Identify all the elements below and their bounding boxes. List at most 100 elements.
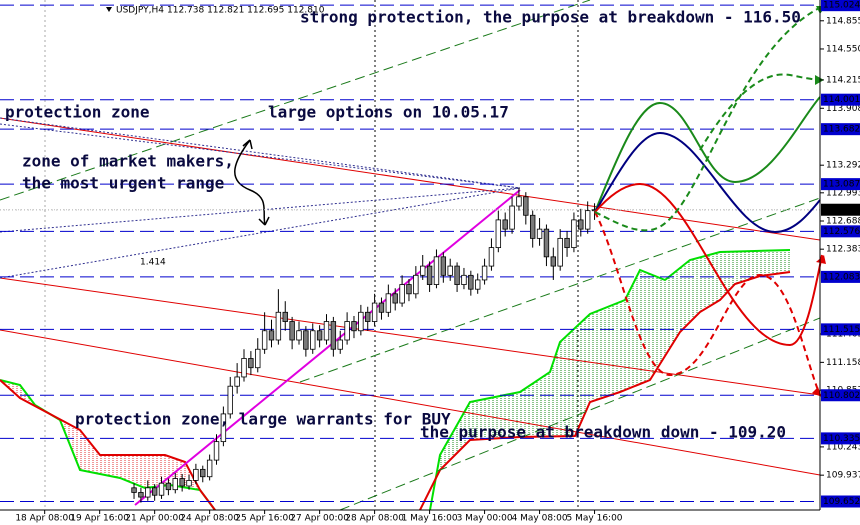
candle-body (385, 293, 392, 313)
level-label: 112.083 (823, 272, 860, 282)
candle-body (426, 265, 433, 285)
candle-body (413, 274, 419, 295)
arrow-head (816, 255, 826, 264)
level-label: 110.802 (823, 391, 860, 401)
ohlc: 112.738 112.821 112.695 112.810 (167, 6, 325, 16)
candle-body (255, 348, 261, 369)
candle-body (502, 219, 508, 230)
candle-body (261, 330, 268, 350)
y-tick-label: 113.292 (826, 161, 860, 171)
arrow (234, 139, 266, 226)
annotation: large options on 10.05.17 (268, 103, 509, 122)
candle-body (282, 311, 288, 322)
candle-body (220, 413, 227, 443)
candle-body (440, 256, 447, 276)
candle-body (337, 339, 343, 350)
level-tag (821, 389, 860, 402)
trend-line (0, 277, 820, 396)
level-tag (821, 123, 860, 136)
y-tick-label: 112.688 (826, 217, 860, 227)
candle-body (303, 330, 309, 350)
x-tick-label: 3 May 00:00 (457, 514, 513, 524)
fan-line (0, 117, 521, 189)
level-tag (821, 495, 860, 508)
span-b (0, 379, 216, 510)
level-tag (821, 0, 860, 12)
level-tag (821, 225, 860, 238)
header: USDJPY,H4 112.738 112.821 112.695 112.81… (106, 6, 325, 16)
annotation: protection zone (5, 103, 150, 122)
x-tick-label: 21 Apr 00:00 (125, 514, 184, 524)
candle-body (289, 321, 295, 341)
candle-body (268, 330, 275, 341)
candle-body (516, 196, 522, 207)
forecast (594, 182, 823, 347)
level-tag (821, 178, 860, 191)
annotation: protection zone, large warrants for BUY (75, 410, 451, 429)
forecast (594, 96, 821, 213)
candle-body (296, 330, 302, 341)
candle-body (509, 205, 515, 230)
price-tag (821, 203, 860, 216)
candle-body (330, 321, 337, 350)
forecast (594, 4, 826, 232)
candle-body (158, 482, 165, 496)
candle-body (529, 214, 536, 239)
candle-body (365, 311, 371, 322)
annotation: the purpose at breakdown down - 109.20 (420, 423, 786, 442)
candle-body (186, 480, 192, 487)
y-tick-label: 114.215 (826, 75, 860, 85)
price-label: 112.810 (823, 205, 860, 215)
candle-body (468, 274, 474, 290)
candle-body (392, 293, 398, 304)
candle-body (420, 265, 426, 276)
y-tick-label: 112.993 (826, 188, 860, 198)
candle-body (248, 358, 254, 369)
candle-body (378, 302, 385, 313)
level-tag (821, 270, 860, 283)
candle-body (172, 478, 178, 491)
channel-line (299, 197, 820, 383)
level-label: 114.001 (823, 95, 860, 105)
symbol: USDJPY,H4 (116, 6, 164, 16)
level-tag (821, 432, 860, 445)
x-tick-label: 5 May 16:00 (567, 514, 623, 524)
candle-body (358, 311, 364, 332)
candle-body (495, 219, 502, 249)
y-tick-label: 114.550 (826, 44, 860, 54)
candle-body (447, 265, 453, 276)
candle-body (151, 487, 158, 496)
arrow-head (242, 139, 270, 226)
forecast (594, 131, 821, 234)
x-tick-label: 27 Apr 00:00 (290, 514, 349, 524)
candle-body (550, 256, 557, 267)
candle-body (275, 311, 282, 341)
candle-body (310, 330, 316, 350)
annotation: strong protection, the purpose at breakd… (300, 8, 801, 27)
level-label: 113.087 (823, 180, 860, 190)
candle-body (461, 274, 467, 285)
channel-line (339, 317, 820, 510)
level-label: 111.515 (823, 325, 860, 335)
x-tick-label: 1 May 16:00 (402, 514, 458, 524)
candle-body (571, 219, 577, 249)
candle-body (344, 321, 350, 341)
y-tick-label: 109.937 (826, 471, 860, 481)
x-tick-label: 19 Apr 16:00 (70, 514, 129, 524)
annotation: the most urgent range (22, 174, 224, 193)
candle-body (481, 265, 488, 281)
candle-body (193, 468, 199, 481)
trend-line (134, 189, 521, 506)
x-tick-label: 28 Apr 08:00 (345, 514, 404, 524)
span-b (419, 271, 791, 510)
candle-body (316, 330, 323, 341)
candle-body (138, 492, 144, 498)
x-tick-label: 4 May 08:00 (512, 514, 568, 524)
candle-body (200, 468, 206, 478)
forecast (594, 211, 821, 396)
level-label: 115.024 (823, 1, 860, 11)
level-label: 110.335 (823, 434, 860, 444)
y-tick-label: 114.855 (826, 16, 860, 26)
